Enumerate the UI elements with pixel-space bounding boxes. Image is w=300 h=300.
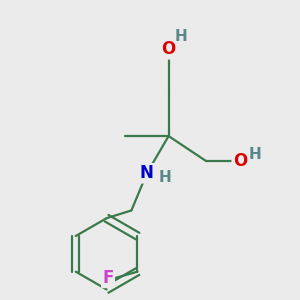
Text: H: H: [175, 29, 188, 44]
Text: N: N: [140, 164, 154, 182]
Text: H: H: [249, 147, 262, 162]
Text: F: F: [102, 269, 114, 287]
Text: H: H: [159, 170, 172, 185]
Text: O: O: [161, 40, 176, 58]
Text: O: O: [233, 152, 247, 170]
